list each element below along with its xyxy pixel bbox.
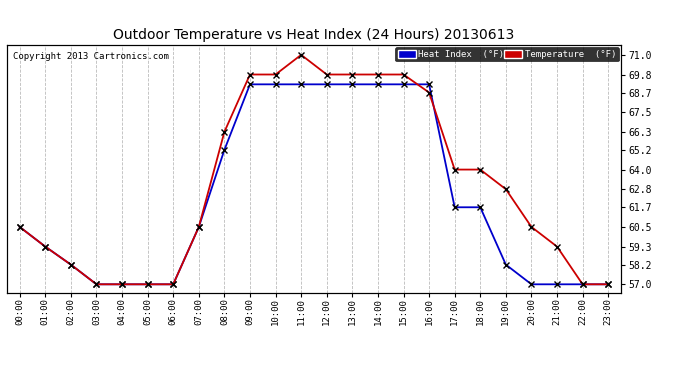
Title: Outdoor Temperature vs Heat Index (24 Hours) 20130613: Outdoor Temperature vs Heat Index (24 Ho… xyxy=(113,28,515,42)
Legend: Heat Index  (°F), Temperature  (°F): Heat Index (°F), Temperature (°F) xyxy=(395,47,619,62)
Text: Copyright 2013 Cartronics.com: Copyright 2013 Cartronics.com xyxy=(13,53,169,62)
